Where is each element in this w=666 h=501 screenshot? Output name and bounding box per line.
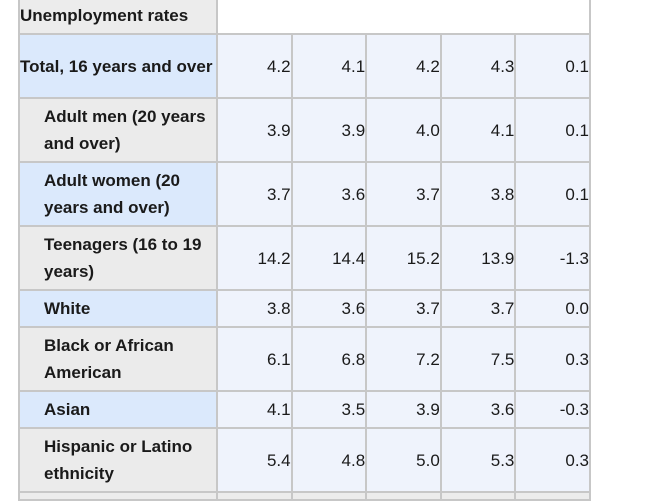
table-row: Adult men (20 years and over) 3.9 3.9 4.…: [18, 97, 591, 163]
row-label-white: White: [18, 289, 218, 328]
row-label-asian: Asian: [18, 390, 218, 429]
table-caption: Unemployment rates: [18, 0, 218, 35]
value-cell: 3.8: [439, 161, 517, 227]
value-cell: 3.6: [290, 161, 368, 227]
value-cell: 3.7: [365, 161, 442, 227]
value-cell: 6.8: [290, 326, 368, 392]
value-cell: 3.7: [216, 161, 293, 227]
value-cell: 3.7: [365, 289, 442, 328]
value-cell: 7.2: [365, 326, 442, 392]
value-cell: 14.4: [290, 225, 368, 291]
value-cell: 3.8: [216, 289, 293, 328]
row-label-teenagers: Teenagers (16 to 19 years): [18, 225, 218, 291]
row-label-total: Total, 16 years and over: [18, 33, 218, 99]
value-cell: 4.2: [216, 33, 293, 99]
value-cell: 3.5: [290, 390, 368, 429]
table-row: Black or African American 6.1 6.8 7.2 7.…: [18, 326, 591, 392]
value-cell: 5.3: [439, 427, 517, 493]
value-cell: 0.0: [514, 289, 591, 328]
value-cell: 4.8: [290, 427, 368, 493]
table-row: White 3.8 3.6 3.7 3.7 0.0: [18, 289, 591, 328]
value-cell: 13.9: [439, 225, 517, 291]
value-cell: 0.3: [514, 427, 591, 493]
value-cell: 4.1: [439, 97, 517, 163]
cut-off-cell: [439, 491, 517, 501]
value-cell: 4.0: [365, 97, 442, 163]
value-cell: 0.3: [514, 326, 591, 392]
row-label-hispanic: Hispanic or Latino ethnicity: [18, 427, 218, 493]
value-cell: -0.3: [514, 390, 591, 429]
value-cell: 4.1: [290, 33, 368, 99]
value-cell: 3.6: [439, 390, 517, 429]
value-cell: 5.0: [365, 427, 442, 493]
value-cell: 0.1: [514, 97, 591, 163]
cut-off-cell: [514, 491, 591, 501]
value-cell: 15.2: [365, 225, 442, 291]
value-cell: -1.3: [514, 225, 591, 291]
caption-blank-cell: [216, 0, 591, 35]
table-row: Total, 16 years and over 4.2 4.1 4.2 4.3…: [18, 33, 591, 99]
table-row: Adult women (20 years and over) 3.7 3.6 …: [18, 161, 591, 227]
cut-off-cell: [18, 491, 218, 501]
value-cell: 0.1: [514, 33, 591, 99]
cut-off-cell: [365, 491, 442, 501]
table-row: Asian 4.1 3.5 3.9 3.6 -0.3: [18, 390, 591, 429]
row-label-adult-men: Adult men (20 years and over): [18, 97, 218, 163]
value-cell: 3.7: [439, 289, 517, 328]
unemployment-table: Unemployment rates Total, 16 years and o…: [18, 0, 591, 501]
row-label-black: Black or African American: [18, 326, 218, 392]
value-cell: 4.1: [216, 390, 293, 429]
value-cell: 3.9: [365, 390, 442, 429]
value-cell: 4.3: [439, 33, 517, 99]
value-cell: 3.9: [216, 97, 293, 163]
value-cell: 3.6: [290, 289, 368, 328]
value-cell: 3.9: [290, 97, 368, 163]
row-label-adult-women: Adult women (20 years and over): [18, 161, 218, 227]
value-cell: 6.1: [216, 326, 293, 392]
screenshot: Unemployment rates Total, 16 years and o…: [18, 0, 591, 501]
value-cell: 4.2: [365, 33, 442, 99]
value-cell: 14.2: [216, 225, 293, 291]
table-row-cut-off: [18, 491, 591, 501]
value-cell: 7.5: [439, 326, 517, 392]
value-cell: 0.1: [514, 161, 591, 227]
value-cell: 5.4: [216, 427, 293, 493]
table-caption-row: Unemployment rates: [18, 0, 591, 35]
table-row: Teenagers (16 to 19 years) 14.2 14.4 15.…: [18, 225, 591, 291]
cut-off-cell: [290, 491, 368, 501]
cut-off-cell: [216, 491, 293, 501]
table-row: Hispanic or Latino ethnicity 5.4 4.8 5.0…: [18, 427, 591, 493]
